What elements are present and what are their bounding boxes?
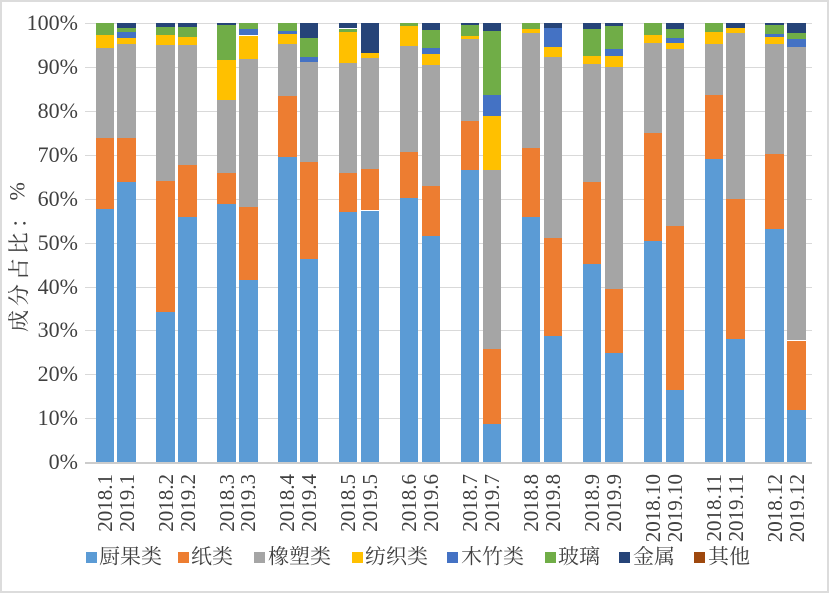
- svg-text:%: %: [8, 182, 30, 200]
